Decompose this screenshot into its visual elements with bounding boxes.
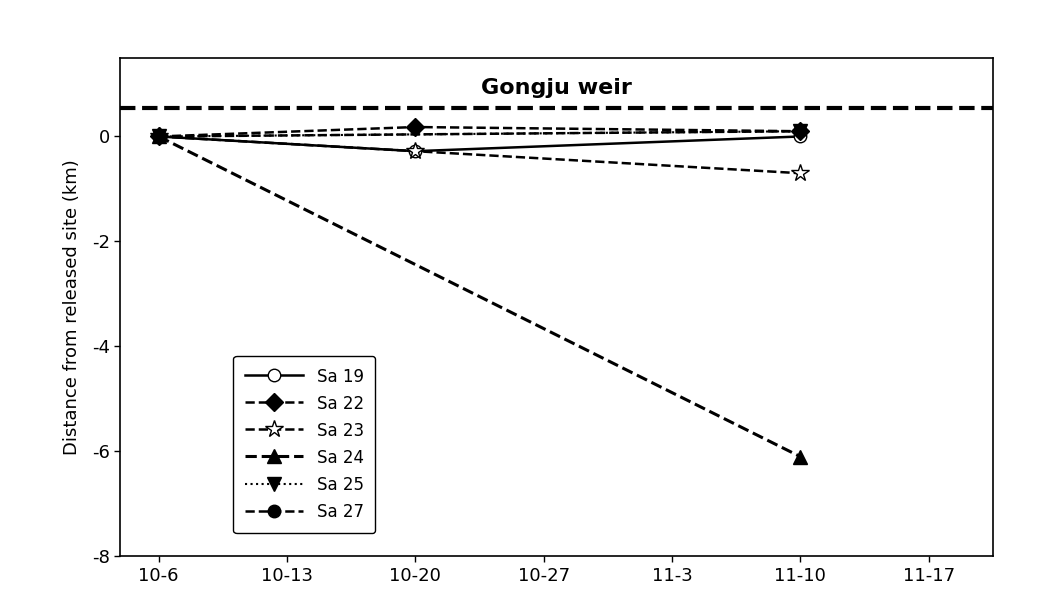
- Text: Gongju weir: Gongju weir: [481, 78, 632, 98]
- Legend: Sa 19, Sa 22, Sa 23, Sa 24, Sa 25, Sa 27: Sa 19, Sa 22, Sa 23, Sa 24, Sa 25, Sa 27: [233, 356, 375, 533]
- Y-axis label: Distance from released site (km): Distance from released site (km): [63, 159, 80, 455]
